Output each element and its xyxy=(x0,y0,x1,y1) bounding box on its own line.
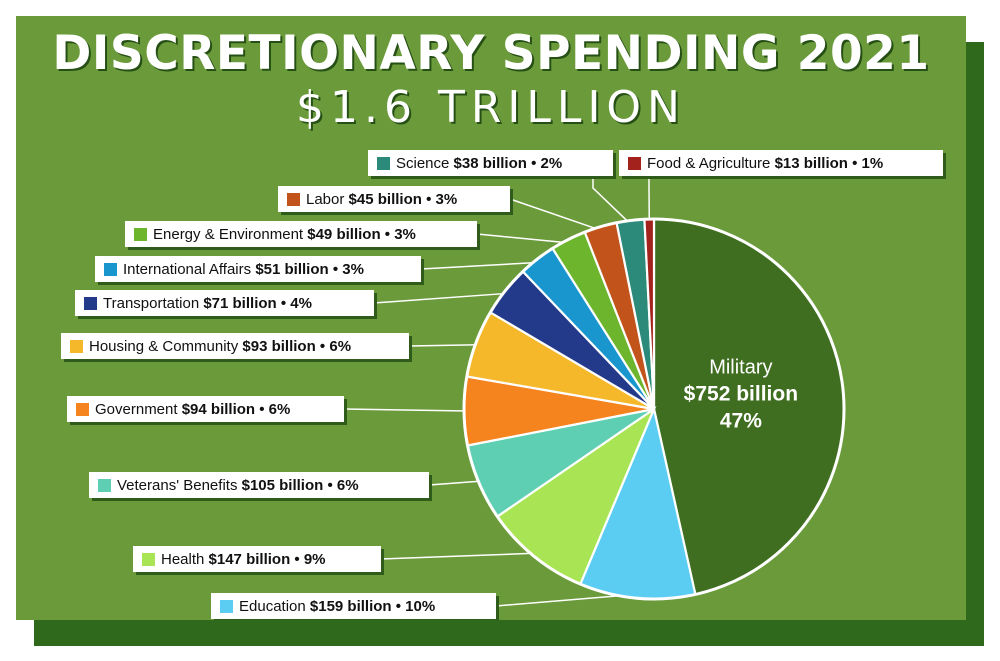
label-food-agriculture: Food & Agriculture $13 billion • 1% xyxy=(619,150,946,179)
label-name: Government xyxy=(95,401,182,418)
label-military: Military $752 billion 47% xyxy=(684,356,798,432)
chart-title: DISCRETIONARY SPENDING 2021 xyxy=(52,26,930,81)
label-name: Transportation xyxy=(103,295,203,312)
label-military-percent: 47% xyxy=(720,409,762,432)
legend-swatch-food-agriculture xyxy=(628,157,641,170)
pie-slices xyxy=(462,217,846,601)
label-name: Energy & Environment xyxy=(153,226,307,243)
slice-labels: Military $752 billion 47% Education $159 bi… xyxy=(61,150,946,620)
label-box xyxy=(278,186,510,212)
label-text-government: Government $94 billion • 6% xyxy=(95,401,290,418)
legend-swatch-international-affairs xyxy=(104,263,117,276)
label-box xyxy=(61,333,409,359)
label-name: Science xyxy=(396,155,454,172)
label-military-name: Military xyxy=(709,356,772,378)
label-amount: $147 billion xyxy=(209,551,291,568)
leader-veterans-benefits xyxy=(428,480,483,486)
legend-swatch-education xyxy=(220,600,233,613)
leader-housing-community xyxy=(408,344,480,347)
label-military-amount: $752 billion xyxy=(684,382,798,405)
label-box xyxy=(67,396,344,422)
leader-health xyxy=(380,552,537,560)
leader-science xyxy=(592,176,632,225)
label-name: International Affairs xyxy=(123,261,255,278)
legend-swatch-labor xyxy=(287,193,300,206)
leader-transportation xyxy=(373,292,509,304)
label-percent: • 2% xyxy=(527,155,562,172)
leader-international-affairs xyxy=(420,261,540,270)
label-veterans-benefits: Veterans' Benefits $105 billion • 6% xyxy=(89,472,432,501)
label-box xyxy=(619,150,943,176)
label-text-housing-community: Housing & Community $93 billion • 6% xyxy=(89,338,351,355)
label-text-food-agriculture: Food & Agriculture $13 billion • 1% xyxy=(647,155,883,172)
leader-energy-environment xyxy=(476,233,571,244)
label-percent: • 6% xyxy=(255,401,290,418)
label-government: Government $94 billion • 6% xyxy=(67,396,347,425)
label-name: Housing & Community xyxy=(89,338,242,355)
label-percent: • 4% xyxy=(277,295,312,312)
legend-swatch-energy-environment xyxy=(134,228,147,241)
label-percent: • 6% xyxy=(323,477,358,494)
label-percent: • 1% xyxy=(848,155,883,172)
label-amount: $38 billion xyxy=(454,155,527,172)
label-amount: $94 billion xyxy=(182,401,255,418)
legend-swatch-government xyxy=(76,403,89,416)
label-percent: • 10% xyxy=(392,598,436,615)
label-box xyxy=(133,546,381,572)
label-box xyxy=(211,593,496,619)
label-energy-environment: Energy & Environment $49 billion • 3% xyxy=(125,221,480,250)
label-name: Veterans' Benefits xyxy=(117,477,242,494)
label-percent: • 6% xyxy=(316,338,351,355)
label-amount: $13 billion xyxy=(775,155,848,172)
label-box xyxy=(95,256,421,282)
label-name: Education xyxy=(239,598,310,615)
pie-outline xyxy=(462,217,846,601)
label-text-international-affairs: International Affairs $51 billion • 3% xyxy=(123,261,364,278)
label-name: Health xyxy=(161,551,209,568)
label-amount: $159 billion xyxy=(310,598,392,615)
label-amount: $71 billion xyxy=(203,295,276,312)
label-education: Education $159 billion • 10% xyxy=(211,593,499,620)
chart-subtitle: $1.6 TRILLION xyxy=(296,82,686,133)
legend-swatch-housing-community xyxy=(70,340,83,353)
legend-swatch-health xyxy=(142,553,155,566)
label-amount: $51 billion xyxy=(255,261,328,278)
legend-swatch-veterans-benefits xyxy=(98,479,111,492)
label-text-energy-environment: Energy & Environment $49 billion • 3% xyxy=(153,226,416,243)
label-text-labor: Labor $45 billion • 3% xyxy=(306,191,457,208)
label-box xyxy=(125,221,477,247)
leader-labor xyxy=(509,198,602,232)
label-percent: • 3% xyxy=(329,261,364,278)
pie-chart: Military $752 billion 47% Education $159 bi… xyxy=(61,150,946,620)
label-text-science: Science $38 billion • 2% xyxy=(396,155,562,172)
label-text-transportation: Transportation $71 billion • 4% xyxy=(103,295,312,312)
label-housing-community: Housing & Community $93 billion • 6% xyxy=(61,333,412,362)
label-name: Food & Agriculture xyxy=(647,155,775,172)
label-percent: • 3% xyxy=(422,191,457,208)
label-percent: • 9% xyxy=(290,551,325,568)
label-text-health: Health $147 billion • 9% xyxy=(161,551,326,568)
leader-government xyxy=(343,408,469,412)
label-science: Science $38 billion • 2% xyxy=(368,150,616,179)
label-percent: • 3% xyxy=(381,226,416,243)
label-box xyxy=(368,150,613,176)
label-amount: $49 billion xyxy=(307,226,380,243)
label-amount: $45 billion xyxy=(349,191,422,208)
label-box xyxy=(75,290,374,316)
label-labor: Labor $45 billion • 3% xyxy=(278,186,513,215)
legend-swatch-science xyxy=(377,157,390,170)
label-amount: $93 billion xyxy=(242,338,315,355)
label-amount: $105 billion xyxy=(242,477,324,494)
label-health: Health $147 billion • 9% xyxy=(133,546,384,575)
label-transportation: Transportation $71 billion • 4% xyxy=(75,290,377,319)
label-international-affairs: International Affairs $51 billion • 3% xyxy=(95,256,424,285)
label-text-veterans-benefits: Veterans' Benefits $105 billion • 6% xyxy=(117,477,359,494)
infographic-panel: DISCRETIONARY SPENDING 2021 $1.6 TRILLIO… xyxy=(16,16,966,620)
legend-swatch-transportation xyxy=(84,297,97,310)
label-box xyxy=(89,472,429,498)
label-name: Labor xyxy=(306,191,349,208)
label-text-education: Education $159 billion • 10% xyxy=(239,598,435,615)
